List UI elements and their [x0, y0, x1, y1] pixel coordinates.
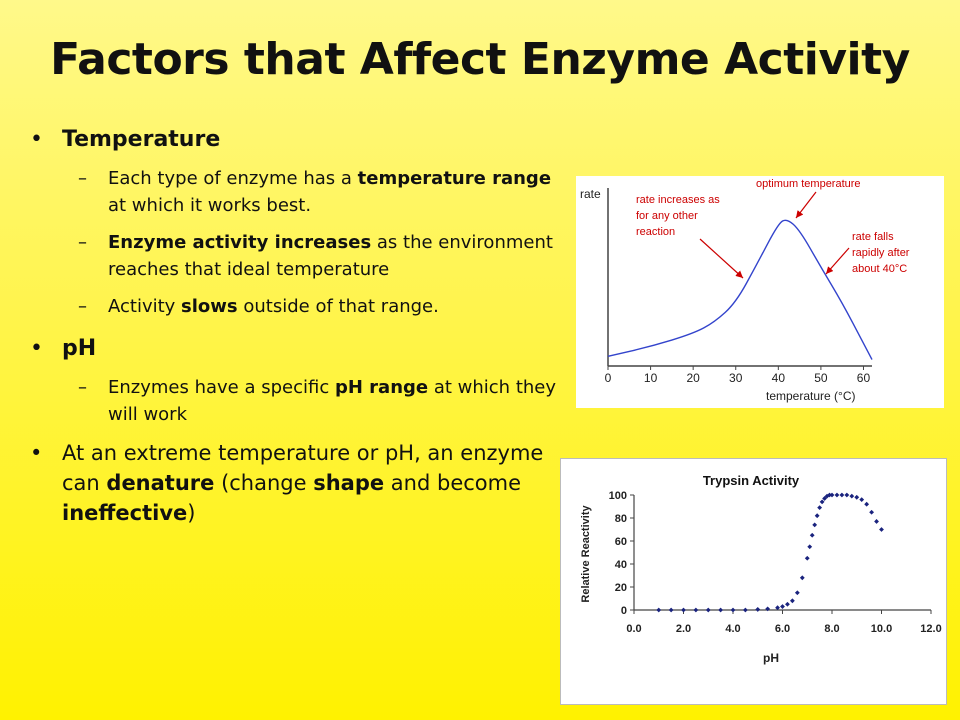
x-tick-label: 60: [857, 371, 871, 385]
data-point: [839, 492, 845, 498]
data-point: [874, 519, 879, 524]
data-point: [817, 505, 823, 511]
data-point: [809, 532, 815, 538]
data-point: [807, 544, 813, 550]
bullet-temperature: Temperature: [30, 125, 570, 155]
series-points: [656, 492, 884, 613]
x-axis-label: temperature (°C): [766, 389, 856, 403]
x-tick-label: 10.0: [871, 623, 892, 635]
data-point: [854, 494, 860, 500]
data-point: [812, 522, 818, 528]
x-tick-label: 4.0: [725, 623, 740, 635]
y-tick-label: 40: [615, 559, 627, 571]
annotation-arrow: [795, 191, 817, 219]
data-point: [849, 493, 855, 499]
bullet-list: Temperature –Each type of enzyme has a t…: [30, 125, 570, 528]
bullet-denature: At an extreme temperature or pH, an enzy…: [30, 438, 570, 528]
data-point: [794, 590, 800, 596]
x-axis-label: pH: [763, 651, 779, 665]
data-point: [693, 607, 699, 613]
data-point: [742, 607, 748, 613]
annotation-optimum: optimum temperature: [756, 178, 861, 190]
data-point: [864, 501, 870, 507]
x-tick-label: 0.0: [626, 623, 641, 635]
y-axis-label: Relative Reactivity: [580, 505, 592, 603]
data-point: [668, 607, 674, 613]
data-point: [844, 492, 850, 498]
annotation-arrow: [699, 238, 744, 279]
x-tick-label: 50: [814, 371, 828, 385]
bullet-ph: pH: [30, 334, 570, 364]
sub-bullet: – Each type of enzyme has a temperature r…: [78, 168, 552, 216]
y-tick-label: 60: [615, 536, 627, 548]
x-tick-label: 12.0: [920, 623, 941, 635]
series-line: [607, 219, 873, 360]
annotation-rate-increases: rate increases as for any other reaction: [636, 194, 723, 238]
temperature-rate-svg: rate temperature (°C) 0 10 20 30 40 50 60 opti…: [580, 178, 913, 403]
sub-bullet: – Enzyme activity increases as the enviro…: [78, 232, 553, 280]
data-point: [730, 607, 736, 613]
data-point: [814, 513, 820, 519]
temperature-rate-chart: rate temperature (°C) 0 10 20 30 40 50 60 opti…: [576, 176, 944, 408]
data-point: [827, 492, 832, 498]
chart-title: Trypsin Activity: [703, 473, 800, 488]
data-point: [859, 497, 865, 502]
y-axis-label: rate: [580, 187, 601, 201]
slide-title: Factors that Affect Enzyme Activity: [50, 34, 910, 85]
y-tick-label: 0: [621, 605, 627, 617]
data-point: [705, 607, 711, 613]
data-point: [829, 492, 835, 498]
data-point: [790, 598, 795, 604]
x-tick-label: 10: [644, 371, 658, 385]
x-tick-label: 0: [605, 371, 612, 385]
x-tick-label: 8.0: [824, 623, 839, 635]
data-point: [804, 555, 810, 561]
data-point: [879, 527, 884, 532]
y-tick-label: 20: [615, 582, 627, 594]
sub-bullet: – Enzymes have a specific pH range at whi…: [78, 377, 557, 425]
data-point: [869, 509, 874, 515]
annotation-rate-falls: rate falls rapidly after about 40°C: [852, 231, 913, 275]
sub-bullet: – Activity slows outside of that range.: [78, 296, 439, 317]
y-tick-label: 100: [609, 490, 627, 502]
x-tick-label: 40: [772, 371, 786, 385]
data-point: [834, 492, 840, 498]
x-tick-label: 20: [686, 371, 700, 385]
data-point: [718, 607, 724, 613]
data-point: [755, 607, 761, 612]
data-point: [799, 575, 805, 581]
y-tick-label: 80: [615, 513, 627, 525]
data-point: [819, 499, 825, 505]
data-point: [681, 607, 686, 613]
bullet-heading: pH: [62, 336, 97, 361]
data-point: [656, 607, 662, 613]
x-tick-label: 6.0: [775, 623, 790, 635]
data-point: [775, 605, 780, 611]
data-point: [780, 604, 785, 609]
bullet-heading: Temperature: [62, 127, 221, 152]
x-tick-label: 30: [729, 371, 743, 385]
data-point: [824, 493, 830, 499]
trypsin-activity-chart: Trypsin Activity 0.0 2.0 4.0 6.0 8.0 10.0 12.0…: [560, 458, 947, 705]
annotation-arrow: [825, 247, 850, 275]
data-point: [765, 606, 771, 612]
data-point: [785, 601, 790, 607]
x-tick-label: 2.0: [676, 623, 691, 635]
trypsin-activity-svg: Trypsin Activity 0.0 2.0 4.0 6.0 8.0 10.0 12.0…: [580, 473, 942, 665]
